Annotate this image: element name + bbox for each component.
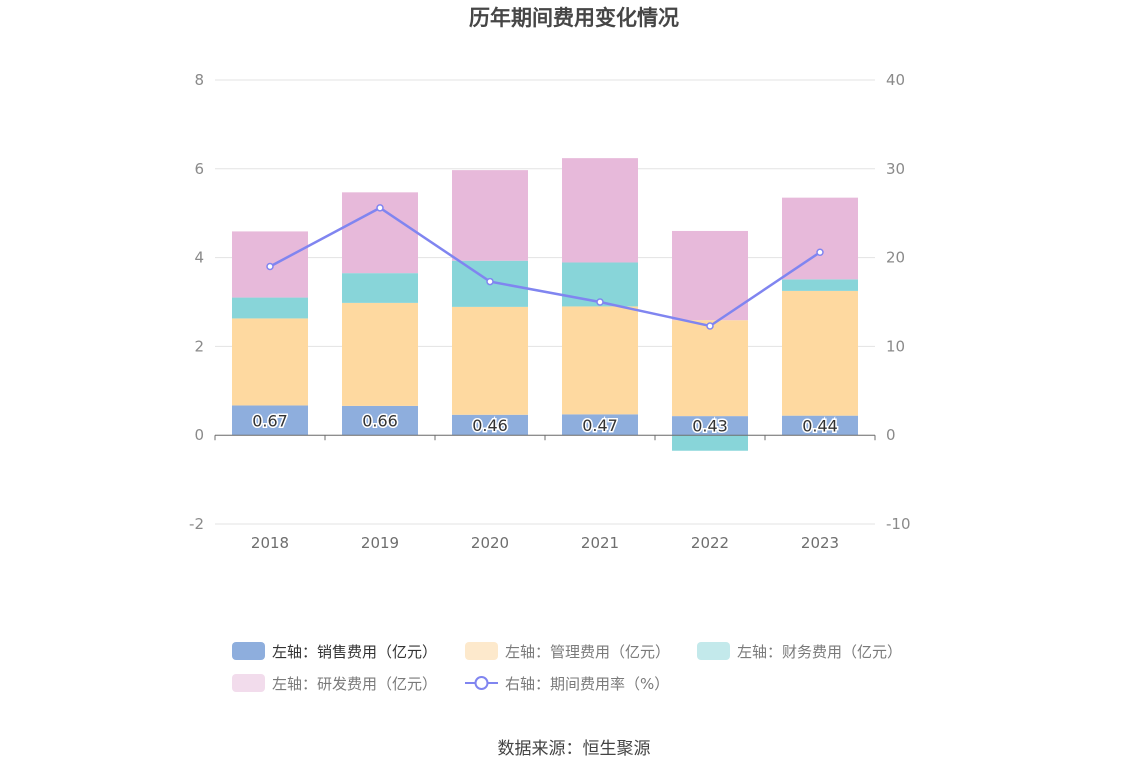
bar-segment xyxy=(782,290,858,416)
bar-segment xyxy=(232,405,308,436)
bar-segment xyxy=(672,320,748,417)
bar-segment xyxy=(782,415,858,436)
bar-data-label: 0.67 xyxy=(252,411,288,430)
left-tick-label: -2 xyxy=(189,515,204,533)
legend-item[interactable]: 左轴：财务费用（亿元） xyxy=(697,642,902,661)
legend[interactable]: 左轴：销售费用（亿元） 左轴：管理费用（亿元） 左轴：财务费用（亿元） 左轴：研发费用… xyxy=(232,642,902,693)
bar-data-label: 0.47 xyxy=(582,416,618,435)
x-tick-label: 2019 xyxy=(361,534,399,552)
grid xyxy=(215,79,875,525)
bar-segment xyxy=(232,297,308,319)
bar-segment xyxy=(342,405,418,436)
bar-data-label: 0.66 xyxy=(362,412,398,431)
x-tick-label: 2018 xyxy=(251,534,289,552)
x-tick-label: 2020 xyxy=(471,534,509,552)
bar-segment xyxy=(672,416,748,436)
x-tick-label: 2023 xyxy=(801,534,839,552)
rate-point xyxy=(266,262,274,271)
rate-line xyxy=(266,204,824,330)
bar-data-label: 0.46 xyxy=(472,416,508,435)
x-tick-label: 2021 xyxy=(581,534,619,552)
rate-point xyxy=(376,204,384,212)
right-tick-label: 0 xyxy=(886,426,896,444)
right-tick-label: 40 xyxy=(886,71,905,89)
bar-segment xyxy=(562,158,638,263)
left-axis: -2 0 2 4 6 8 xyxy=(189,71,204,533)
left-tick-label: 6 xyxy=(194,160,204,178)
rate-point xyxy=(596,298,604,306)
bars xyxy=(232,158,858,451)
bar-segment xyxy=(672,230,748,321)
legend-label: 左轴：财务费用（亿元） xyxy=(737,643,902,661)
source-note: 数据来源：恒生聚源 xyxy=(498,739,651,759)
chart-title: 历年期间费用变化情况 xyxy=(469,6,679,30)
legend-marker-symbol xyxy=(474,676,489,690)
right-tick-label: 10 xyxy=(886,337,905,355)
bar-data-label: 0.44 xyxy=(802,416,838,435)
bar-segment xyxy=(562,306,638,415)
left-tick-label: 2 xyxy=(194,337,204,355)
left-tick-label: 8 xyxy=(194,71,204,89)
legend-item[interactable]: 右轴：期间费用率（%） xyxy=(465,675,669,693)
legend-item[interactable]: 左轴：销售费用（亿元） xyxy=(232,642,437,661)
bar-segment xyxy=(782,279,858,291)
x-tick-label: 2022 xyxy=(691,534,729,552)
left-tick-label: 0 xyxy=(194,426,204,444)
bar-segment xyxy=(452,306,528,415)
legend-label: 右轴：期间费用率（%） xyxy=(505,675,669,693)
bar-segment xyxy=(342,302,418,406)
rate-point xyxy=(816,248,824,257)
legend-swatch xyxy=(465,642,498,660)
bar-segment xyxy=(452,414,528,436)
right-tick-label: 20 xyxy=(886,249,905,267)
x-axis: 2018 2019 2020 2021 2022 2023 xyxy=(214,434,876,552)
right-tick-label: -10 xyxy=(886,515,911,533)
rate-point xyxy=(486,277,494,286)
legend-item[interactable]: 左轴：研发费用（亿元） xyxy=(232,674,437,693)
rate-point xyxy=(706,322,714,330)
bar-segment xyxy=(452,170,528,261)
legend-item[interactable]: 左轴：管理费用（亿元） xyxy=(465,642,670,661)
legend-label: 左轴：管理费用（亿元） xyxy=(505,643,670,661)
bar-segment xyxy=(562,414,638,436)
right-tick-label: 30 xyxy=(886,160,905,178)
legend-label: 左轴：销售费用（亿元） xyxy=(272,643,437,661)
bar-segment xyxy=(782,197,858,280)
legend-swatch xyxy=(232,674,265,692)
legend-swatch xyxy=(232,642,265,660)
bar-labels: 0.67 0.66 0.46 0.47 0.43 0.44 xyxy=(251,410,840,437)
legend-label: 左轴：研发费用（亿元） xyxy=(272,675,437,693)
legend-swatch xyxy=(697,642,730,660)
bar-data-label: 0.43 xyxy=(692,417,728,436)
left-tick-label: 4 xyxy=(194,249,204,267)
bar-segment xyxy=(232,318,308,406)
bar-segment xyxy=(672,435,748,451)
bar-segment xyxy=(342,273,418,303)
rate-line-path xyxy=(269,206,821,328)
right-axis: -10 0 10 20 30 40 xyxy=(886,71,911,533)
